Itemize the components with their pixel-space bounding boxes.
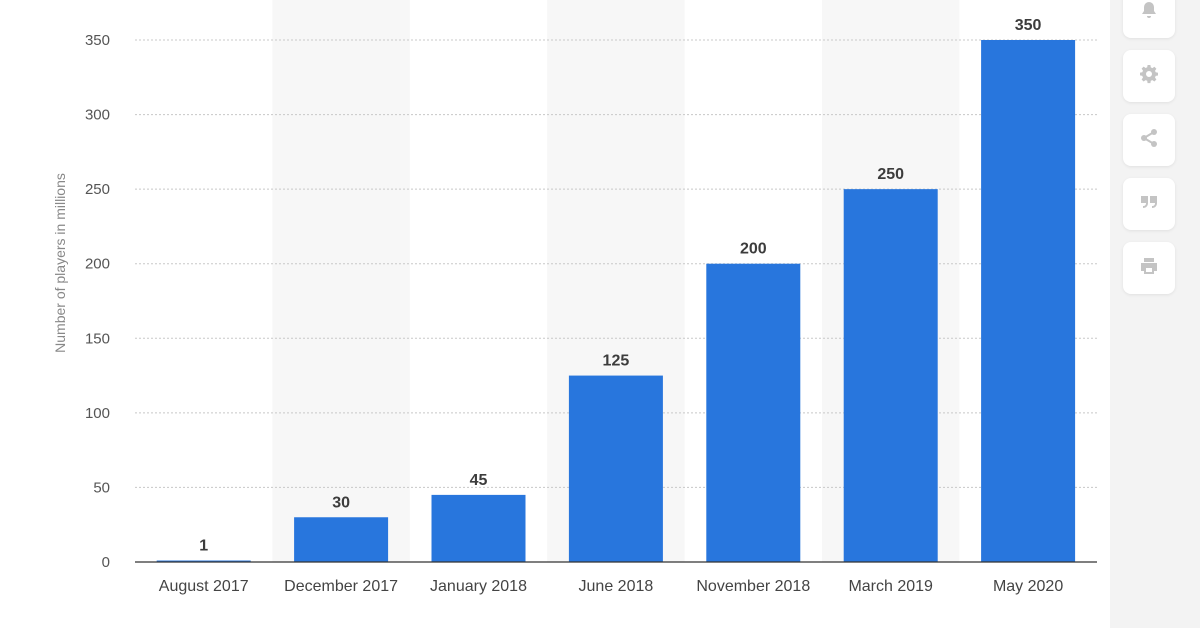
x-tick-label: June 2018 — [579, 578, 654, 595]
category-band — [272, 0, 410, 562]
x-tick-label: January 2018 — [430, 578, 527, 595]
settings-button[interactable] — [1123, 50, 1175, 102]
tool-sidebar — [1110, 0, 1200, 628]
bar — [981, 40, 1076, 562]
x-tick-label: August 2017 — [159, 578, 249, 595]
bar — [294, 517, 389, 562]
y-tick-label: 50 — [93, 479, 110, 496]
y-tick-label: 300 — [85, 107, 110, 124]
x-tick-label: May 2020 — [993, 578, 1063, 595]
data-label: 125 — [603, 353, 630, 370]
chart-area: 0 50 100 150 200 250 300 350 1 August 2017 30 Decem… — [52, 0, 1097, 595]
y-tick-label: 100 — [85, 405, 110, 422]
bars — [156, 40, 1076, 562]
data-label: 200 — [740, 241, 767, 258]
share-button[interactable] — [1123, 114, 1175, 166]
labels: 0 50 100 150 200 250 300 350 1 August 2017 30 Decem… — [85, 17, 1063, 595]
y-tick-label: 250 — [85, 181, 110, 198]
bar — [156, 560, 251, 562]
data-label: 250 — [877, 166, 904, 183]
bar-chart: 0 50 100 150 200 250 300 350 1 August 2017 30 Decem… — [52, 0, 1097, 595]
data-label: 1 — [199, 538, 208, 555]
y-tick-label: 0 — [102, 554, 110, 571]
bell-icon — [1139, 0, 1159, 25]
notification-button[interactable] — [1123, 0, 1175, 38]
y-tick-label: 200 — [85, 256, 110, 273]
y-axis-title: Number of players in millions — [52, 173, 68, 353]
print-icon — [1139, 256, 1159, 281]
cite-button[interactable] — [1123, 178, 1175, 230]
x-tick-label: December 2017 — [284, 578, 398, 595]
share-icon — [1139, 128, 1159, 153]
bar — [843, 189, 938, 562]
x-tick-label: March 2019 — [848, 578, 933, 595]
bar — [706, 263, 801, 562]
y-tick-label: 150 — [85, 330, 110, 347]
bar — [568, 375, 663, 562]
data-label: 30 — [332, 494, 350, 511]
data-label: 350 — [1015, 17, 1042, 34]
quote-icon — [1139, 192, 1159, 217]
data-label: 45 — [470, 472, 488, 489]
bar — [431, 494, 526, 562]
x-tick-label: November 2018 — [696, 578, 810, 595]
gear-icon — [1139, 64, 1159, 89]
print-button[interactable] — [1123, 242, 1175, 294]
y-tick-label: 350 — [85, 32, 110, 49]
